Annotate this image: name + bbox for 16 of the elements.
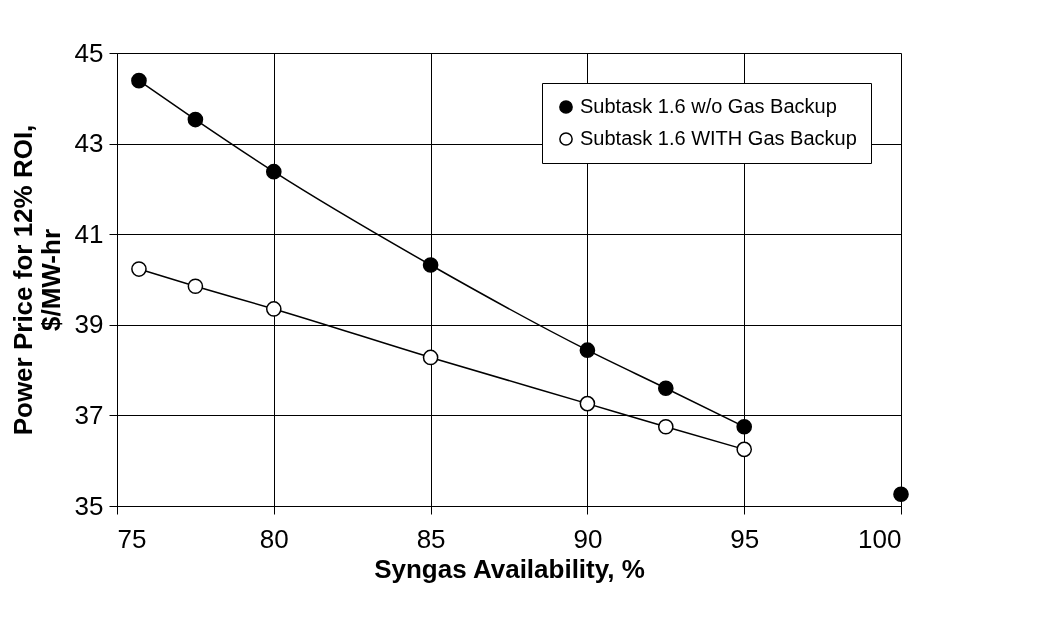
y-tick-label: 41 [74, 218, 104, 249]
x-tick-label: 90 [573, 523, 603, 554]
x-tick-label: 75 [117, 523, 147, 554]
y-tick-label: 35 [74, 490, 104, 521]
y-tick-label: 45 [74, 37, 104, 68]
y-tick-label: 37 [74, 399, 104, 430]
y-axis-title: Power Price for 12% ROI, $/MW-hr [7, 124, 66, 436]
legend-label: Subtask 1.6 WITH Gas Backup [580, 127, 857, 149]
x-tick-label: 100 [858, 523, 902, 554]
y-tick-label: 39 [74, 309, 104, 340]
legend-label: Subtask 1.6 w/o Gas Backup [580, 95, 837, 117]
x-tick-label: 85 [416, 523, 446, 554]
x-tick-label: 80 [259, 523, 289, 554]
y-tick-label: 43 [74, 128, 104, 159]
x-axis-title: Syngas Availability, % [374, 553, 645, 584]
x-tick-label: 95 [730, 523, 760, 554]
